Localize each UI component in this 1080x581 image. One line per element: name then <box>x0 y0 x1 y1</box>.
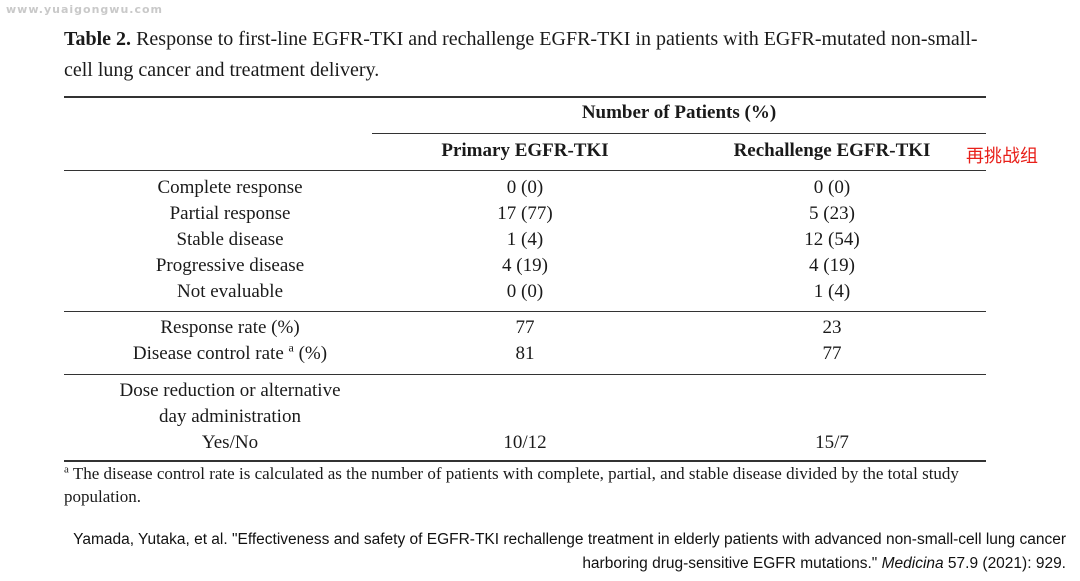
table-row: Dose reduction or alternative <box>0 380 1080 406</box>
cell-primary: 10/12 <box>503 432 547 453</box>
row-label: Dose reduction or alternative <box>119 380 341 401</box>
row-label-text: Disease control rate <box>132 343 289 364</box>
row-label: Partial response <box>169 203 291 224</box>
section-rule <box>64 311 986 312</box>
cell-primary: 81 <box>515 343 535 364</box>
row-label: Stable disease <box>176 229 284 250</box>
table-caption-label: Table 2. <box>64 28 132 50</box>
cell-rechallenge: 1 (4) <box>813 281 851 302</box>
cell-primary: 0 (0) <box>506 177 544 198</box>
section-rule <box>64 374 986 375</box>
cell-rechallenge: 0 (0) <box>813 177 851 198</box>
cell-primary: 17 (77) <box>497 203 553 224</box>
table-row: Complete response 0 (0) 0 (0) <box>0 177 1080 203</box>
table-bottom-rule <box>64 460 986 462</box>
footnote-text: The disease control rate is calculated a… <box>64 464 959 506</box>
cell-primary: 77 <box>515 317 535 338</box>
table-row: Response rate (%) 77 23 <box>0 317 1080 343</box>
table-caption-text: Response to first-line EGFR-TKI and rech… <box>64 28 978 81</box>
watermark-text: www.yuaigongwu.com <box>6 3 164 16</box>
cell-rechallenge: 12 (54) <box>804 229 860 250</box>
table-row: day administration <box>0 406 1080 432</box>
footnote-marker: a <box>288 340 294 355</box>
cell-rechallenge: 23 <box>822 317 842 338</box>
cell-rechallenge: 4 (19) <box>809 255 855 276</box>
cell-primary: 1 (4) <box>506 229 544 250</box>
table-row: Yes/No 10/12 15/7 <box>0 432 1080 458</box>
citation-volume: 57.9 (2021): 929. <box>943 555 1066 572</box>
table-row: Stable disease 1 (4) 12 (54) <box>0 229 1080 255</box>
table-top-rule <box>64 96 986 98</box>
cell-rechallenge: 5 (23) <box>809 203 855 224</box>
footnote-marker: a <box>64 463 69 476</box>
row-label-unit: (%) <box>293 343 328 364</box>
cell-rechallenge: 77 <box>822 343 842 364</box>
row-label: Progressive disease <box>155 255 305 276</box>
row-label: Disease control rate a (%) <box>64 340 396 365</box>
column-header-primary: Primary EGFR-TKI <box>441 140 609 161</box>
header-rule <box>64 170 986 171</box>
table-row: Progressive disease 4 (19) 4 (19) <box>0 255 1080 281</box>
cell-rechallenge: 15/7 <box>815 432 849 453</box>
table-row: Disease control rate a (%) 81 77 <box>0 340 1080 369</box>
row-label: Not evaluable <box>176 281 284 302</box>
row-label: Yes/No <box>201 432 259 453</box>
table-caption: Table 2. Response to first-line EGFR-TKI… <box>64 24 994 86</box>
table-footnote: a The disease control rate is calculated… <box>64 462 989 508</box>
table-row: Not evaluable 0 (0) 1 (4) <box>0 281 1080 307</box>
table-row: Partial response 17 (77) 5 (23) <box>0 203 1080 229</box>
row-label: Complete response <box>157 177 303 198</box>
cell-primary: 4 (19) <box>502 255 548 276</box>
cell-primary: 0 (0) <box>506 281 544 302</box>
group-header: Number of Patients (%) <box>581 102 777 123</box>
side-annotation: 再挑战组 <box>966 146 1038 167</box>
group-header-rule <box>372 133 986 134</box>
citation-journal: Medicina <box>881 555 944 572</box>
citation: Yamada, Yutaka, et al. "Effectiveness an… <box>6 528 1066 576</box>
column-header-rechallenge: Rechallenge EGFR-TKI <box>733 140 931 161</box>
row-label: day administration <box>159 406 301 427</box>
citation-text: Yamada, Yutaka, et al. "Effectiveness an… <box>73 531 1066 572</box>
row-label: Response rate (%) <box>160 317 300 338</box>
